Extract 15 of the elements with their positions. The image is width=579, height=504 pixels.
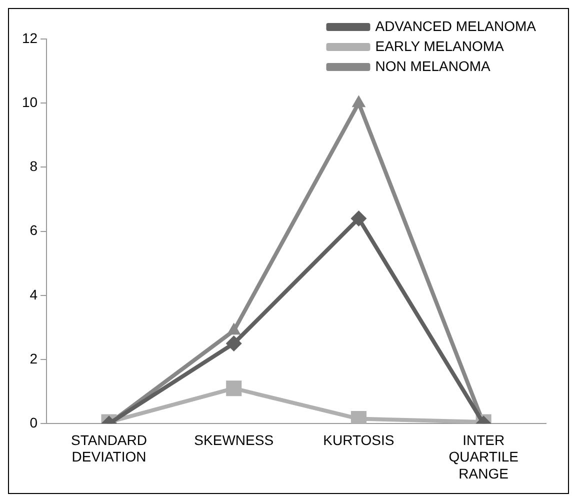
legend-label: NON MELANOMA <box>375 58 492 74</box>
y-tick-label: 4 <box>30 286 38 302</box>
x-tick-label: SKEWNESS <box>194 432 274 448</box>
legend-label: EARLY MELANOMA <box>375 38 505 54</box>
point <box>350 210 367 226</box>
y-tick-label: 10 <box>22 94 38 110</box>
legend-label: ADVANCED MELANOMA <box>375 18 537 34</box>
x-tick-label: INTER QUARTILE RANGE <box>448 432 518 482</box>
x-tick-label: STANDARD DEVIATION <box>71 432 147 465</box>
x-tick-label: KURTOSIS <box>323 432 394 448</box>
y-tick-label: 8 <box>30 158 38 174</box>
y-tick-label: 6 <box>30 222 38 238</box>
y-tick-label: 2 <box>30 350 38 366</box>
y-tick-label: 12 <box>22 30 38 46</box>
y-tick-label: 0 <box>30 414 38 430</box>
